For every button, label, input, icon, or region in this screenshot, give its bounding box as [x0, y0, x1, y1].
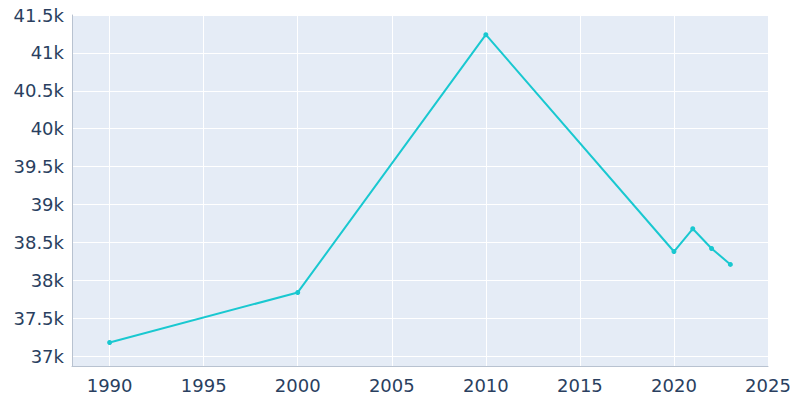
svg-text:2010: 2010 [463, 375, 509, 396]
svg-text:37k: 37k [31, 346, 65, 367]
svg-text:41.5k: 41.5k [13, 5, 64, 26]
svg-text:2020: 2020 [651, 375, 697, 396]
svg-text:2000: 2000 [275, 375, 321, 396]
svg-text:38.5k: 38.5k [13, 232, 64, 253]
svg-text:40k: 40k [31, 118, 65, 139]
svg-text:2015: 2015 [557, 375, 603, 396]
svg-text:1990: 1990 [87, 375, 133, 396]
svg-text:2005: 2005 [369, 375, 415, 396]
svg-text:39k: 39k [31, 194, 65, 215]
svg-text:41k: 41k [31, 42, 65, 63]
svg-text:1995: 1995 [181, 375, 227, 396]
svg-text:37.5k: 37.5k [13, 308, 64, 329]
svg-text:2025: 2025 [745, 375, 791, 396]
svg-text:40.5k: 40.5k [13, 80, 64, 101]
svg-text:38k: 38k [31, 270, 65, 291]
svg-text:39.5k: 39.5k [13, 156, 64, 177]
